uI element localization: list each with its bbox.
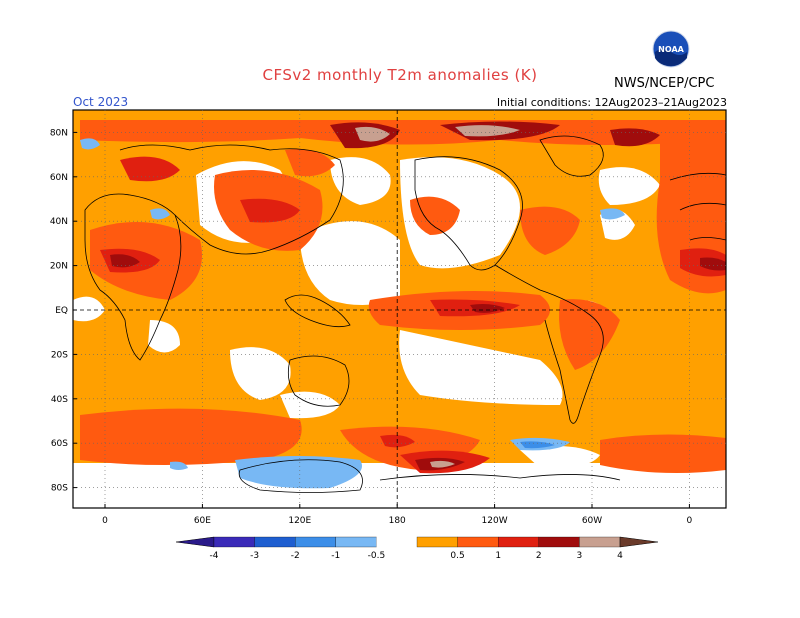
- lon-label: 0: [687, 516, 693, 526]
- coastlines: [84, 135, 726, 493]
- noaa-logo-text: NOAA: [658, 45, 684, 54]
- lat-label: 40S: [51, 395, 68, 405]
- lat-label: 20S: [51, 350, 68, 360]
- colorbar-label: -3: [250, 551, 259, 561]
- anomaly-field: [73, 110, 726, 508]
- initial-conditions: Initial conditions: 12Aug2023–21Aug2023: [496, 96, 727, 109]
- lat-label: 80N: [50, 128, 68, 138]
- colorbar-label: -4: [210, 551, 219, 561]
- colorbar-segment: [416, 536, 458, 548]
- lon-label: 0: [102, 516, 108, 526]
- colorbar-label: 0.5: [450, 551, 464, 561]
- colorbar-segment: [295, 536, 336, 548]
- colorbar-label: 3: [577, 551, 583, 561]
- noaa-logo: NOAA: [652, 30, 690, 68]
- lon-label: 180: [389, 516, 406, 526]
- colorbar-low-arrow: [175, 536, 215, 548]
- gridlines: [73, 110, 726, 508]
- colorbar-high-arrow: [619, 536, 659, 548]
- map-title: CFSv2 monthly T2m anomalies (K): [262, 66, 538, 84]
- colorbar-label: -1: [331, 551, 340, 561]
- colorbar-segment: [254, 536, 296, 548]
- lat-label: 40N: [50, 217, 68, 227]
- colorbar-segment: [335, 536, 377, 548]
- colorbar-segment: [457, 536, 499, 548]
- colorbar-label: 1: [495, 551, 501, 561]
- colorbar-segment: [213, 536, 255, 548]
- lat-label: 60S: [51, 439, 68, 449]
- colorbar-segment: [538, 536, 580, 548]
- lon-label: 60E: [194, 516, 211, 526]
- lat-label: 60N: [50, 173, 68, 183]
- lon-label: 120E: [288, 516, 311, 526]
- colorbar-segment: [376, 537, 417, 547]
- colorbar-label: -0.5: [368, 551, 386, 561]
- colorbar-label: 2: [536, 551, 542, 561]
- lat-label: 80S: [51, 484, 68, 494]
- lat-label: EQ: [55, 306, 68, 316]
- colorbar-segment: [498, 536, 539, 548]
- colorbar-label: 4: [617, 551, 623, 561]
- colorbar-label: -2: [291, 551, 300, 561]
- colorbar-segment: [579, 536, 621, 548]
- forecast-month: Oct 2023: [73, 95, 129, 109]
- lon-label: 120W: [482, 516, 508, 526]
- colorbar: -4 -3 -2 -1 -0.5 0.5 1 2 3 4: [175, 536, 659, 561]
- map-frame: [72, 109, 727, 509]
- org-label: NWS/NCEP/CPC: [614, 76, 715, 91]
- lat-label: 20N: [50, 262, 68, 272]
- map-axes: 80N 60N 40N 20N EQ 20S 40S 60S 80S 0 60E 120E 180 120…: [50, 128, 693, 526]
- lon-label: 60W: [582, 516, 602, 526]
